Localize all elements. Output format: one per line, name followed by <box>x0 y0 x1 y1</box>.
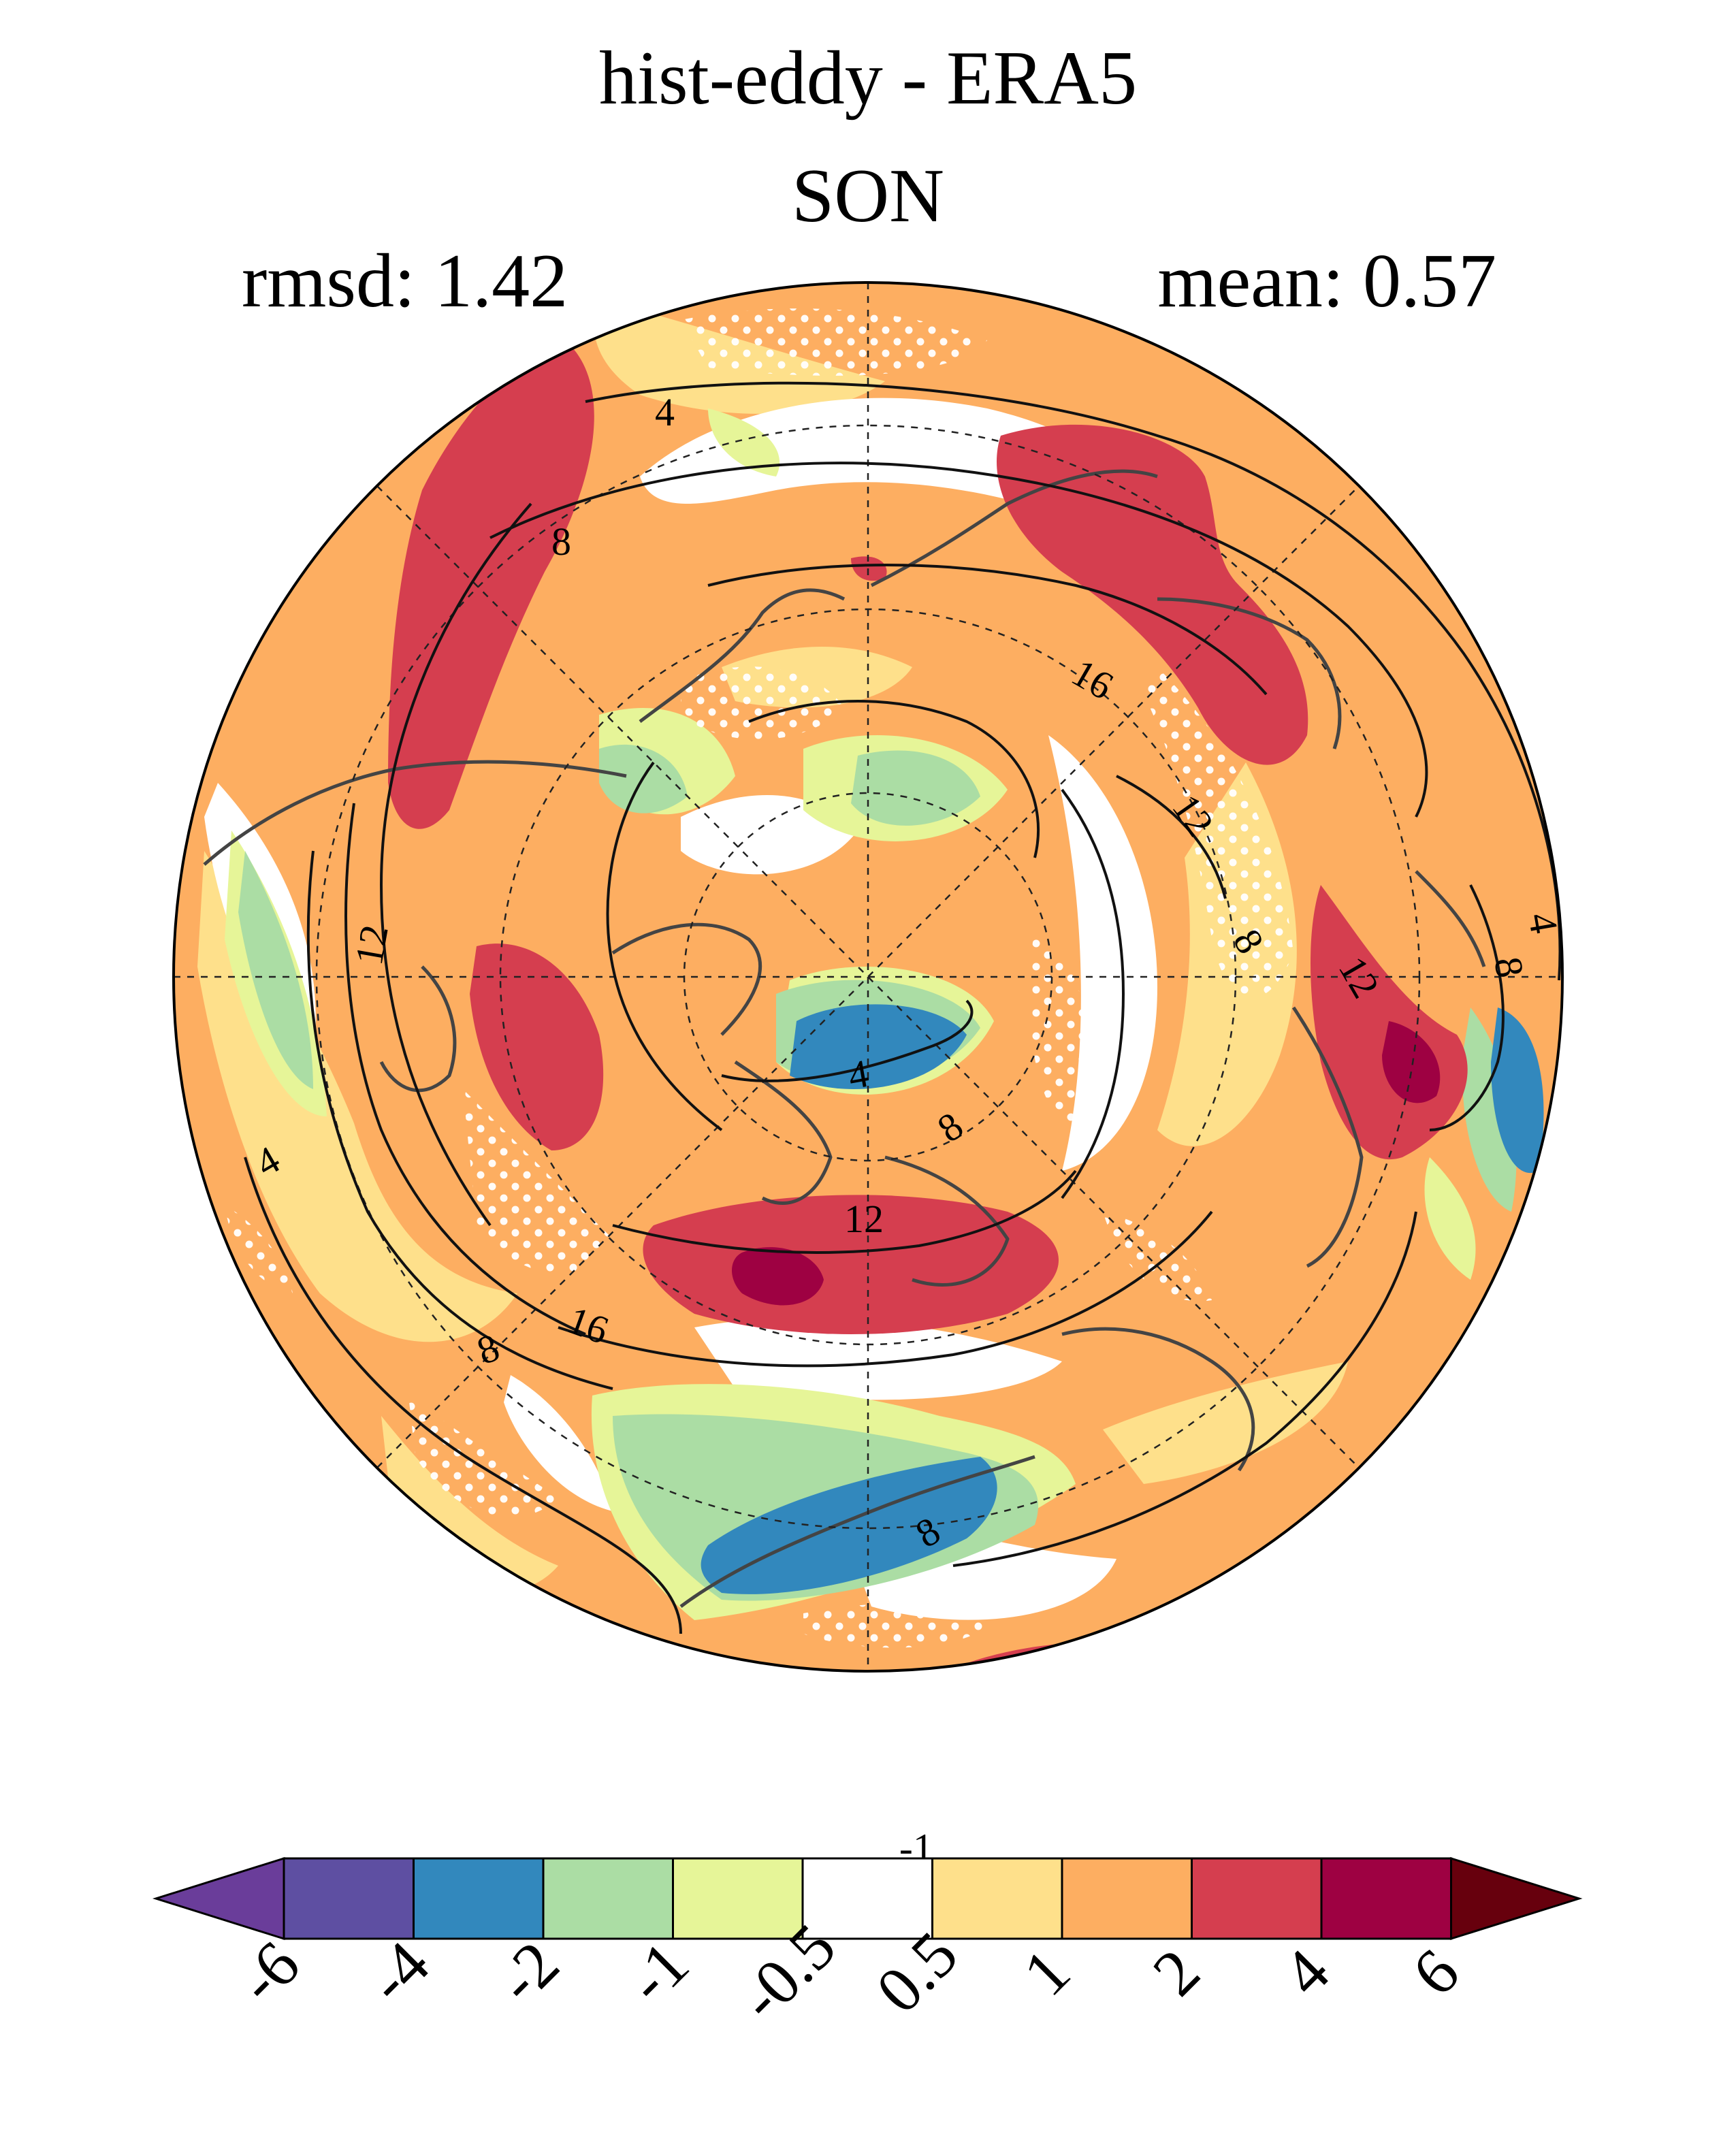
plot-title: hist-eddy - ERA5 <box>599 36 1137 120</box>
colorbar-tick-label: -1 <box>612 1927 702 2017</box>
contour-label: 12 <box>844 1197 884 1241</box>
colorbar-box <box>672 1857 804 1940</box>
season-label: SON <box>792 154 944 238</box>
colorbar-box <box>931 1857 1063 1940</box>
shade-2-4 <box>388 340 1468 1671</box>
polar-map: 4 8 12 16 12 8 4 12 8 4 16 8 4 12 8 8 <box>172 281 1566 1673</box>
coastlines <box>203 469 1486 1609</box>
contour-label: 4 <box>655 390 675 434</box>
colorbar-box <box>283 1857 415 1940</box>
colorbar-tick-label: -4 <box>353 1927 443 2017</box>
mean-label: mean: 0.57 <box>1157 239 1496 323</box>
shade-4-6 <box>732 1021 1441 1306</box>
contour-label: 12 <box>347 922 397 968</box>
colorbar-tick-label: -6 <box>223 1927 313 2017</box>
colorbar-over-triangle <box>1450 1856 1583 1941</box>
colorbar-box <box>1320 1857 1452 1940</box>
colorbar-tick-label: 2 <box>1139 1935 1214 2010</box>
wind-contours <box>244 381 1562 1634</box>
map-border <box>172 281 1564 1673</box>
rmsd-label: rmsd: 1.42 <box>242 239 568 323</box>
colorbar-under-triangle <box>152 1856 285 1941</box>
colorbar-box <box>542 1857 674 1940</box>
stippling <box>225 308 1293 1648</box>
colorbar-tick-label: 1 <box>1009 1935 1084 2010</box>
colorbar-boxes <box>152 1856 1583 1941</box>
colorbar-box <box>1061 1857 1193 1940</box>
colorbar-box <box>413 1857 545 1940</box>
colorbar-box <box>801 1857 933 1940</box>
colorbar-tick-label: 6 <box>1398 1935 1473 2010</box>
colorbar-tick-label: -2 <box>483 1927 573 2017</box>
contour-label: 8 <box>551 519 571 564</box>
colorbar-box <box>1191 1857 1323 1940</box>
graticule <box>174 283 1562 1671</box>
colorbar-tick-label: 4 <box>1268 1935 1343 2010</box>
